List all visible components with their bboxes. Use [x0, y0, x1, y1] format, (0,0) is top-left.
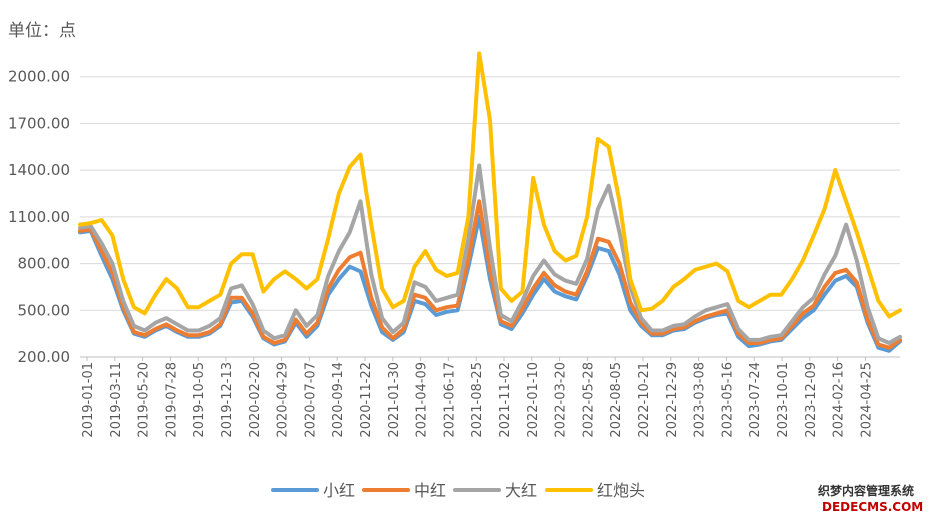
series-line-2 — [78, 163, 902, 345]
x-tick-label: 2020-04-29 — [276, 362, 291, 438]
x-tick-label: 2021-06-17 — [442, 362, 457, 438]
x-tick-label: 2020-09-14 — [331, 362, 346, 438]
y-tick-label: 1400.00 — [8, 161, 70, 179]
x-tick-label: 2019-01-01 — [81, 362, 96, 438]
x-tick-label: 2024-02-16 — [832, 362, 847, 438]
x-tick-label: 2023-07-24 — [748, 362, 763, 438]
x-tick-label: 2019-05-20 — [137, 362, 152, 438]
x-tick-label: 2023-12-09 — [804, 362, 819, 438]
x-tick-label: 2019-10-05 — [192, 362, 207, 438]
x-tick-label: 2020-02-20 — [248, 362, 263, 438]
x-tick-label: 2019-12-13 — [220, 362, 235, 438]
x-tick-label: 2021-04-09 — [415, 362, 430, 438]
y-tick-label: 1100.00 — [8, 208, 70, 226]
y-tick-label: 500.00 — [18, 301, 71, 319]
x-tick-label: 2020-07-07 — [303, 362, 318, 438]
y-tick-label: 2000.00 — [8, 68, 70, 86]
x-tick-label: 2021-08-25 — [470, 362, 485, 438]
x-tick-label: 2023-05-16 — [720, 362, 735, 438]
y-tick-label: 800.00 — [18, 255, 71, 273]
legend-label: 小红 — [323, 481, 355, 500]
x-tick-label: 2022-01-10 — [526, 362, 541, 438]
x-tick-label: 2024-04-25 — [859, 362, 874, 438]
x-tick-label: 2022-03-20 — [554, 362, 569, 438]
x-tick-label: 2023-10-01 — [776, 362, 791, 438]
x-tick-label: 2019-07-28 — [164, 362, 179, 438]
x-tick-label: 2019-03-11 — [109, 362, 124, 438]
unit-label: 单位：点 — [8, 21, 76, 41]
x-tick-label: 2022-05-28 — [581, 362, 596, 438]
series-lines — [78, 51, 902, 353]
series-line-1 — [78, 199, 902, 350]
legend-label: 中红 — [414, 481, 446, 500]
watermark: 织梦内容管理系统 DEDECMS.COM — [818, 483, 923, 514]
x-tick-label: 2022-12-29 — [665, 362, 680, 438]
x-tick-label: 2020-11-22 — [359, 362, 374, 438]
y-tick-label: 1700.00 — [8, 114, 70, 132]
legend-label: 大红 — [505, 481, 537, 500]
x-tick-label: 2022-08-05 — [609, 362, 624, 438]
x-tick-label: 2021-11-02 — [498, 362, 513, 438]
legend: 小红 中红 大红 红炮头 — [271, 481, 645, 500]
x-tick-label: 2022-10-21 — [637, 362, 652, 438]
x-axis-ticks: 2019-01-01 2019-03-11 2019-05-20 2019-07-28… — [81, 357, 874, 438]
svg-text:织梦内容管理系统: 织梦内容管理系统 — [818, 483, 914, 498]
y-tick-label: 200.00 — [18, 348, 71, 366]
y-axis-ticks: 200.00 500.00 800.00 1100.00 1400.00 1700.00 2… — [8, 68, 70, 366]
series-line-3 — [78, 51, 902, 319]
legend-label: 红炮头 — [597, 481, 645, 500]
x-tick-label: 2023-03-08 — [693, 362, 708, 438]
svg-text:DEDECMS.COM: DEDECMS.COM — [822, 500, 923, 514]
x-tick-label: 2021-01-30 — [387, 362, 402, 438]
